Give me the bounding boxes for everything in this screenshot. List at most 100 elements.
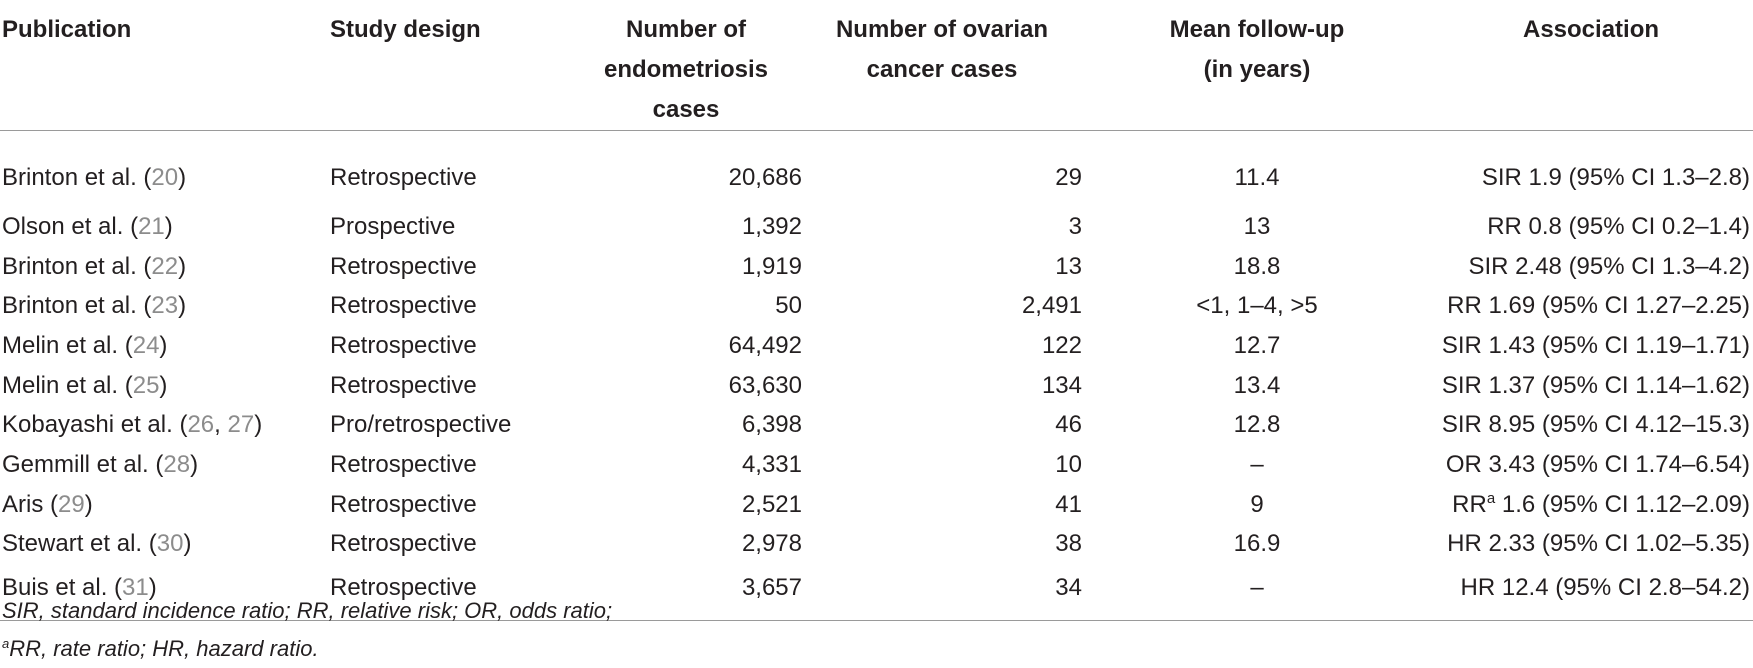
reference-link[interactable]: 26 [187, 411, 215, 439]
association-value: 2.48 (95% CI 1.3–4.2) [1508, 252, 1750, 280]
header-study-design: Study design [330, 0, 570, 131]
association-measure: RR [1452, 490, 1487, 518]
cell-ovarian-cancer-cases: 134 [1041, 371, 1082, 399]
association-value: 1.43 (95% CI 1.19–1.71) [1481, 331, 1750, 359]
association-footnote-marker: a [1486, 489, 1496, 507]
association-measure: SIR [1441, 411, 1482, 439]
table-row: Brinton et al. (22) Retrospective 1,919 13 1… [0, 247, 1753, 287]
cell-study-design: Retrospective [330, 252, 477, 280]
cell-study-design: Prospective [330, 212, 456, 240]
association-value: 1.6 (95% CI 1.12–2.09) [1495, 490, 1750, 518]
cell-association: SIR 1.43 (95% CI 1.19–1.71) [1432, 326, 1753, 366]
cell-endometriosis-cases: 20,686 [728, 164, 802, 191]
association-value: 12.4 (95% CI 2.8–54.2) [1495, 574, 1750, 602]
table-row: Buis et al. (31) Retrospective 3,657 34 – HR … [0, 564, 1753, 621]
cell-association: SIR 2.48 (95% CI 1.3–4.2) [1432, 247, 1753, 287]
footnote-rate-ratio-text: RR, rate ratio; HR, hazard ratio. [9, 636, 319, 661]
author-text: Brinton et al. ( [2, 164, 152, 191]
cell-publication: Olson et al. (21) [2, 212, 173, 240]
cell-endometriosis-cases: 1,919 [741, 252, 802, 280]
header-mean-follow-up: Mean follow-up (in years) [1082, 0, 1432, 131]
cell-endometriosis-cases: 63,630 [728, 371, 802, 399]
cell-mean-follow-up: 11.4 [1234, 164, 1280, 191]
cell-endometriosis-cases: 4,331 [741, 450, 802, 478]
cell-ovarian-cancer-cases: 122 [1041, 331, 1082, 359]
author-text: Melin et al. ( [2, 371, 133, 399]
cell-ovarian-cancer-cases: 41 [1055, 490, 1082, 518]
cell-association: SIR 1.37 (95% CI 1.14–1.62) [1432, 366, 1753, 406]
reference-link[interactable]: 20 [151, 164, 179, 191]
header-publication: Publication [0, 0, 330, 131]
table-row: Brinton et al. (23) Retrospective 50 2,491 <… [0, 286, 1753, 326]
association-measure: SIR [1441, 371, 1482, 399]
reference-link[interactable]: 24 [132, 331, 160, 359]
association-value: 0.8 (95% CI 0.2–1.4) [1521, 212, 1750, 240]
author-text: Brinton et al. ( [2, 252, 152, 280]
cell-mean-follow-up: 12.8 [1233, 411, 1281, 439]
cell-publication: Melin et al. (24) [2, 331, 168, 359]
cell-ovarian-cancer-cases: 46 [1055, 411, 1082, 439]
cell-endometriosis-cases: 50 [775, 292, 802, 320]
author-text: Stewart et al. ( [2, 530, 157, 558]
cell-endometriosis-cases: 2,978 [741, 530, 802, 558]
reference-link[interactable]: 30 [156, 530, 184, 558]
cell-endometriosis-cases: 64,492 [728, 331, 802, 359]
author-text: Buis et al. ( [2, 574, 123, 602]
association-measure: HR [1447, 530, 1482, 558]
association-measure: SIR [1441, 331, 1482, 359]
study-table: Publication Study design Number of endome… [0, 0, 1753, 621]
author-text: Brinton et al. ( [2, 292, 152, 320]
cell-ovarian-cancer-cases: 34 [1055, 574, 1082, 602]
header-row: Publication Study design Number of endome… [0, 0, 1753, 131]
cell-mean-follow-up: 18.8 [1233, 252, 1281, 280]
reference-link[interactable]: 31 [122, 574, 149, 602]
study-table-container: Publication Study design Number of endome… [0, 0, 1753, 621]
cell-mean-follow-up: 13.4 [1233, 371, 1281, 399]
table-row: Olson et al. (21) Prospective 1,392 3 13 RR 0… [0, 207, 1753, 247]
header-ovar-line1: Number of ovarian [835, 16, 1049, 43]
cell-association: RRa 1.6 (95% CI 1.12–2.09) [1432, 485, 1753, 525]
cell-association: HR 2.33 (95% CI 1.02–5.35) [1432, 525, 1753, 565]
cell-endometriosis-cases: 6,398 [741, 411, 802, 439]
association-value: 3.43 (95% CI 1.74–6.54) [1481, 450, 1750, 478]
reference-link[interactable]: 21 [138, 212, 165, 240]
header-association: Association [1432, 0, 1753, 131]
association-measure: OR [1445, 450, 1482, 478]
table-row: Kobayashi et al. (26, 27) Pro/retrospecti… [0, 405, 1753, 445]
association-measure: SIR [1481, 164, 1522, 191]
association-measure: RR [1447, 292, 1482, 320]
reference-link[interactable]: 29 [58, 490, 85, 518]
header-ovarian-cancer-cases: Number of ovarian cancer cases [802, 0, 1082, 131]
cell-mean-follow-up: <1, 1–4, >5 [1196, 292, 1318, 320]
cell-association: SIR 8.95 (95% CI 4.12–15.3) [1432, 405, 1753, 445]
association-value: 8.95 (95% CI 4.12–15.3) [1481, 411, 1750, 439]
cell-publication: Gemmill et al. (28) [2, 450, 199, 478]
table-row: Stewart et al. (30) Retrospective 2,978 38 1… [0, 525, 1753, 565]
cell-ovarian-cancer-cases: 3 [1068, 212, 1082, 240]
author-text: Melin et al. ( [2, 331, 133, 359]
reference-link[interactable]: 28 [163, 450, 191, 478]
table-row: Melin et al. (24) Retrospective 64,492 122 1… [0, 326, 1753, 366]
reference-link[interactable]: 27 [227, 411, 255, 439]
cell-study-design: Retrospective [330, 574, 477, 602]
table-row: Gemmill et al. (28) Retrospective 4,331 10 –… [0, 445, 1753, 485]
cell-association: SIR 1.9 (95% CI 1.3–2.8) [1432, 131, 1753, 208]
cell-endometriosis-cases: 2,521 [741, 490, 802, 518]
author-text: Aris ( [2, 490, 58, 518]
cell-study-design: Retrospective [330, 292, 477, 320]
cell-publication: Stewart et al. (30) [2, 530, 192, 558]
cell-mean-follow-up: – [1250, 574, 1264, 602]
cell-study-design: Retrospective [330, 490, 477, 518]
reference-link[interactable]: 23 [151, 292, 179, 320]
author-text: Olson et al. ( [2, 212, 139, 240]
header-ovar-line2: cancer cases [866, 56, 1018, 83]
reference-link[interactable]: 25 [132, 371, 160, 399]
footnote-rate-ratio: aRR, rate ratio; HR, hazard ratio. [2, 630, 319, 668]
cell-study-design: Retrospective [330, 450, 477, 478]
cell-publication: Buis et al. (31) [2, 574, 157, 602]
cell-publication: Brinton et al. (23) [2, 292, 187, 320]
header-endometriosis-cases: Number of endometriosis cases [570, 0, 802, 131]
reference-link[interactable]: 22 [151, 252, 179, 280]
header-follow-line1: Mean follow-up [1169, 16, 1345, 43]
cell-ovarian-cancer-cases: 10 [1055, 450, 1082, 478]
